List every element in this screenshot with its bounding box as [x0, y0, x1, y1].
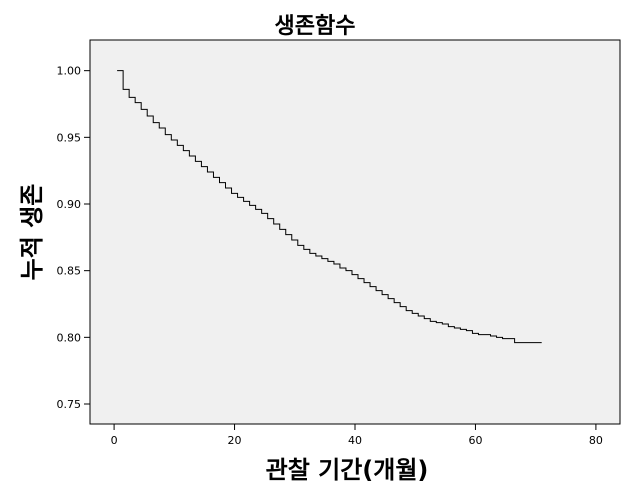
plot-area — [89, 39, 621, 425]
x-tick-label: 0 — [111, 434, 118, 447]
x-tick-label: 40 — [348, 434, 362, 447]
x-axis-title: 관찰 기간(개월) — [266, 456, 429, 484]
x-tick-label: 80 — [589, 434, 603, 447]
y-tick-label: 0.85 — [57, 265, 82, 278]
survival-step-line — [117, 70, 542, 344]
y-axis: 0.75 0.80 0.85 0.90 0.95 1.00 — [57, 65, 90, 411]
y-tick-label: 1.00 — [57, 65, 82, 78]
x-tick-label: 20 — [228, 434, 242, 447]
y-tick-label: 0.95 — [57, 131, 82, 144]
y-axis-title: 누적 생존 — [18, 184, 46, 281]
y-tick-label: 0.80 — [57, 331, 82, 344]
y-tick-label: 0.75 — [57, 398, 82, 411]
x-axis: 0 20 40 60 80 — [111, 424, 603, 447]
y-tick-label: 0.90 — [57, 198, 82, 211]
chart-title: 생존함수 — [275, 14, 356, 39]
x-tick-label: 60 — [468, 434, 482, 447]
